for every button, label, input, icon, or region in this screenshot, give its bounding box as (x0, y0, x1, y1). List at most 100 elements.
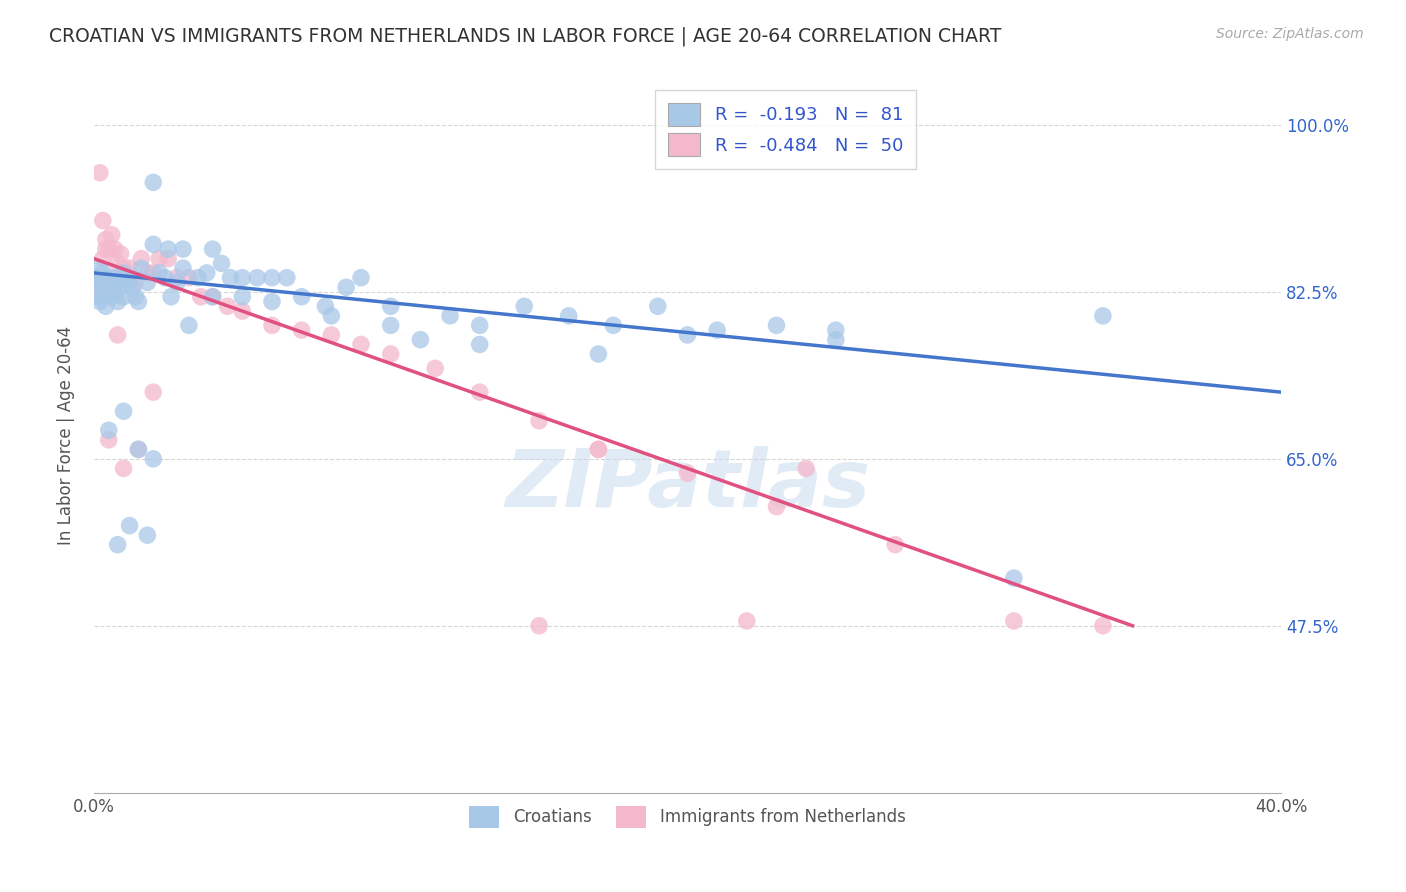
Text: Source: ZipAtlas.com: Source: ZipAtlas.com (1216, 27, 1364, 41)
Point (112, 461, 135, 475)
Point (231, 270, 253, 285)
Point (100, 290, 122, 304)
Point (160, 290, 183, 304)
Point (187, 270, 209, 285)
Point (91, 252, 114, 266)
Point (142, 451, 165, 466)
Point (112, 266, 135, 280)
Point (136, 276, 159, 290)
Point (86, 290, 108, 304)
Point (513, 299, 536, 313)
Point (765, 500, 787, 514)
Point (97, 433, 120, 447)
Point (118, 261, 141, 276)
Point (100, 227, 122, 242)
Point (602, 318, 624, 333)
Y-axis label: In Labor Force | Age 20-64: In Labor Force | Age 20-64 (58, 326, 75, 545)
Point (425, 361, 447, 376)
Point (217, 299, 239, 313)
Point (107, 538, 129, 552)
Point (127, 294, 149, 309)
Point (89, 294, 111, 309)
Point (86, 270, 108, 285)
Point (527, 414, 550, 428)
Point (142, 385, 165, 400)
Point (588, 347, 610, 361)
Point (321, 327, 343, 342)
Point (104, 285, 127, 299)
Point (166, 270, 188, 285)
Point (112, 290, 135, 304)
Text: ZIPatlas: ZIPatlas (505, 446, 870, 524)
Point (380, 299, 402, 313)
Point (153, 270, 176, 285)
Point (468, 337, 491, 351)
Point (124, 276, 146, 290)
Point (142, 237, 165, 252)
Point (100, 290, 122, 304)
Point (157, 252, 180, 266)
Point (1091, 619, 1114, 633)
Point (127, 442, 149, 457)
Point (104, 270, 127, 285)
Point (89, 166, 111, 180)
Point (115, 270, 138, 285)
Point (201, 290, 224, 304)
Point (350, 337, 373, 351)
Point (107, 327, 129, 342)
Point (276, 270, 298, 285)
Point (380, 318, 402, 333)
Point (350, 270, 373, 285)
Point (136, 528, 159, 542)
Point (884, 538, 907, 552)
Point (142, 175, 165, 189)
Point (97, 242, 120, 256)
Point (588, 442, 610, 457)
Point (86, 276, 108, 290)
Point (335, 280, 357, 294)
Point (112, 404, 135, 418)
Point (94, 276, 117, 290)
Point (110, 280, 132, 294)
Point (118, 276, 141, 290)
Point (211, 256, 233, 270)
Point (94, 242, 117, 256)
Text: CROATIAN VS IMMIGRANTS FROM NETHERLANDS IN LABOR FORCE | AGE 20-64 CORRELATION C: CROATIAN VS IMMIGRANTS FROM NETHERLANDS … (49, 27, 1001, 46)
Point (166, 276, 188, 290)
Point (219, 270, 242, 285)
Point (172, 242, 194, 256)
Point (91, 290, 114, 304)
Point (676, 327, 699, 342)
Point (157, 242, 180, 256)
Point (527, 619, 550, 633)
Point (468, 385, 491, 400)
Point (765, 318, 787, 333)
Point (97, 270, 120, 285)
Point (824, 333, 846, 347)
Point (124, 290, 146, 304)
Point (246, 270, 269, 285)
Point (136, 266, 159, 280)
Point (177, 318, 200, 333)
Point (97, 423, 120, 437)
Point (89, 270, 111, 285)
Point (107, 294, 129, 309)
Point (107, 276, 129, 290)
Point (91, 266, 114, 280)
Point (1002, 571, 1025, 585)
Point (201, 290, 224, 304)
Point (131, 261, 153, 276)
Point (94, 233, 117, 247)
Point (195, 266, 218, 280)
Point (439, 309, 461, 323)
Point (231, 304, 253, 318)
Point (735, 614, 758, 628)
Point (91, 213, 114, 227)
Point (91, 280, 114, 294)
Legend: Croatians, Immigrants from Netherlands: Croatians, Immigrants from Netherlands (463, 799, 912, 834)
Point (148, 266, 170, 280)
Point (1091, 309, 1114, 323)
Point (260, 270, 283, 285)
Point (89, 261, 111, 276)
Point (558, 309, 581, 323)
